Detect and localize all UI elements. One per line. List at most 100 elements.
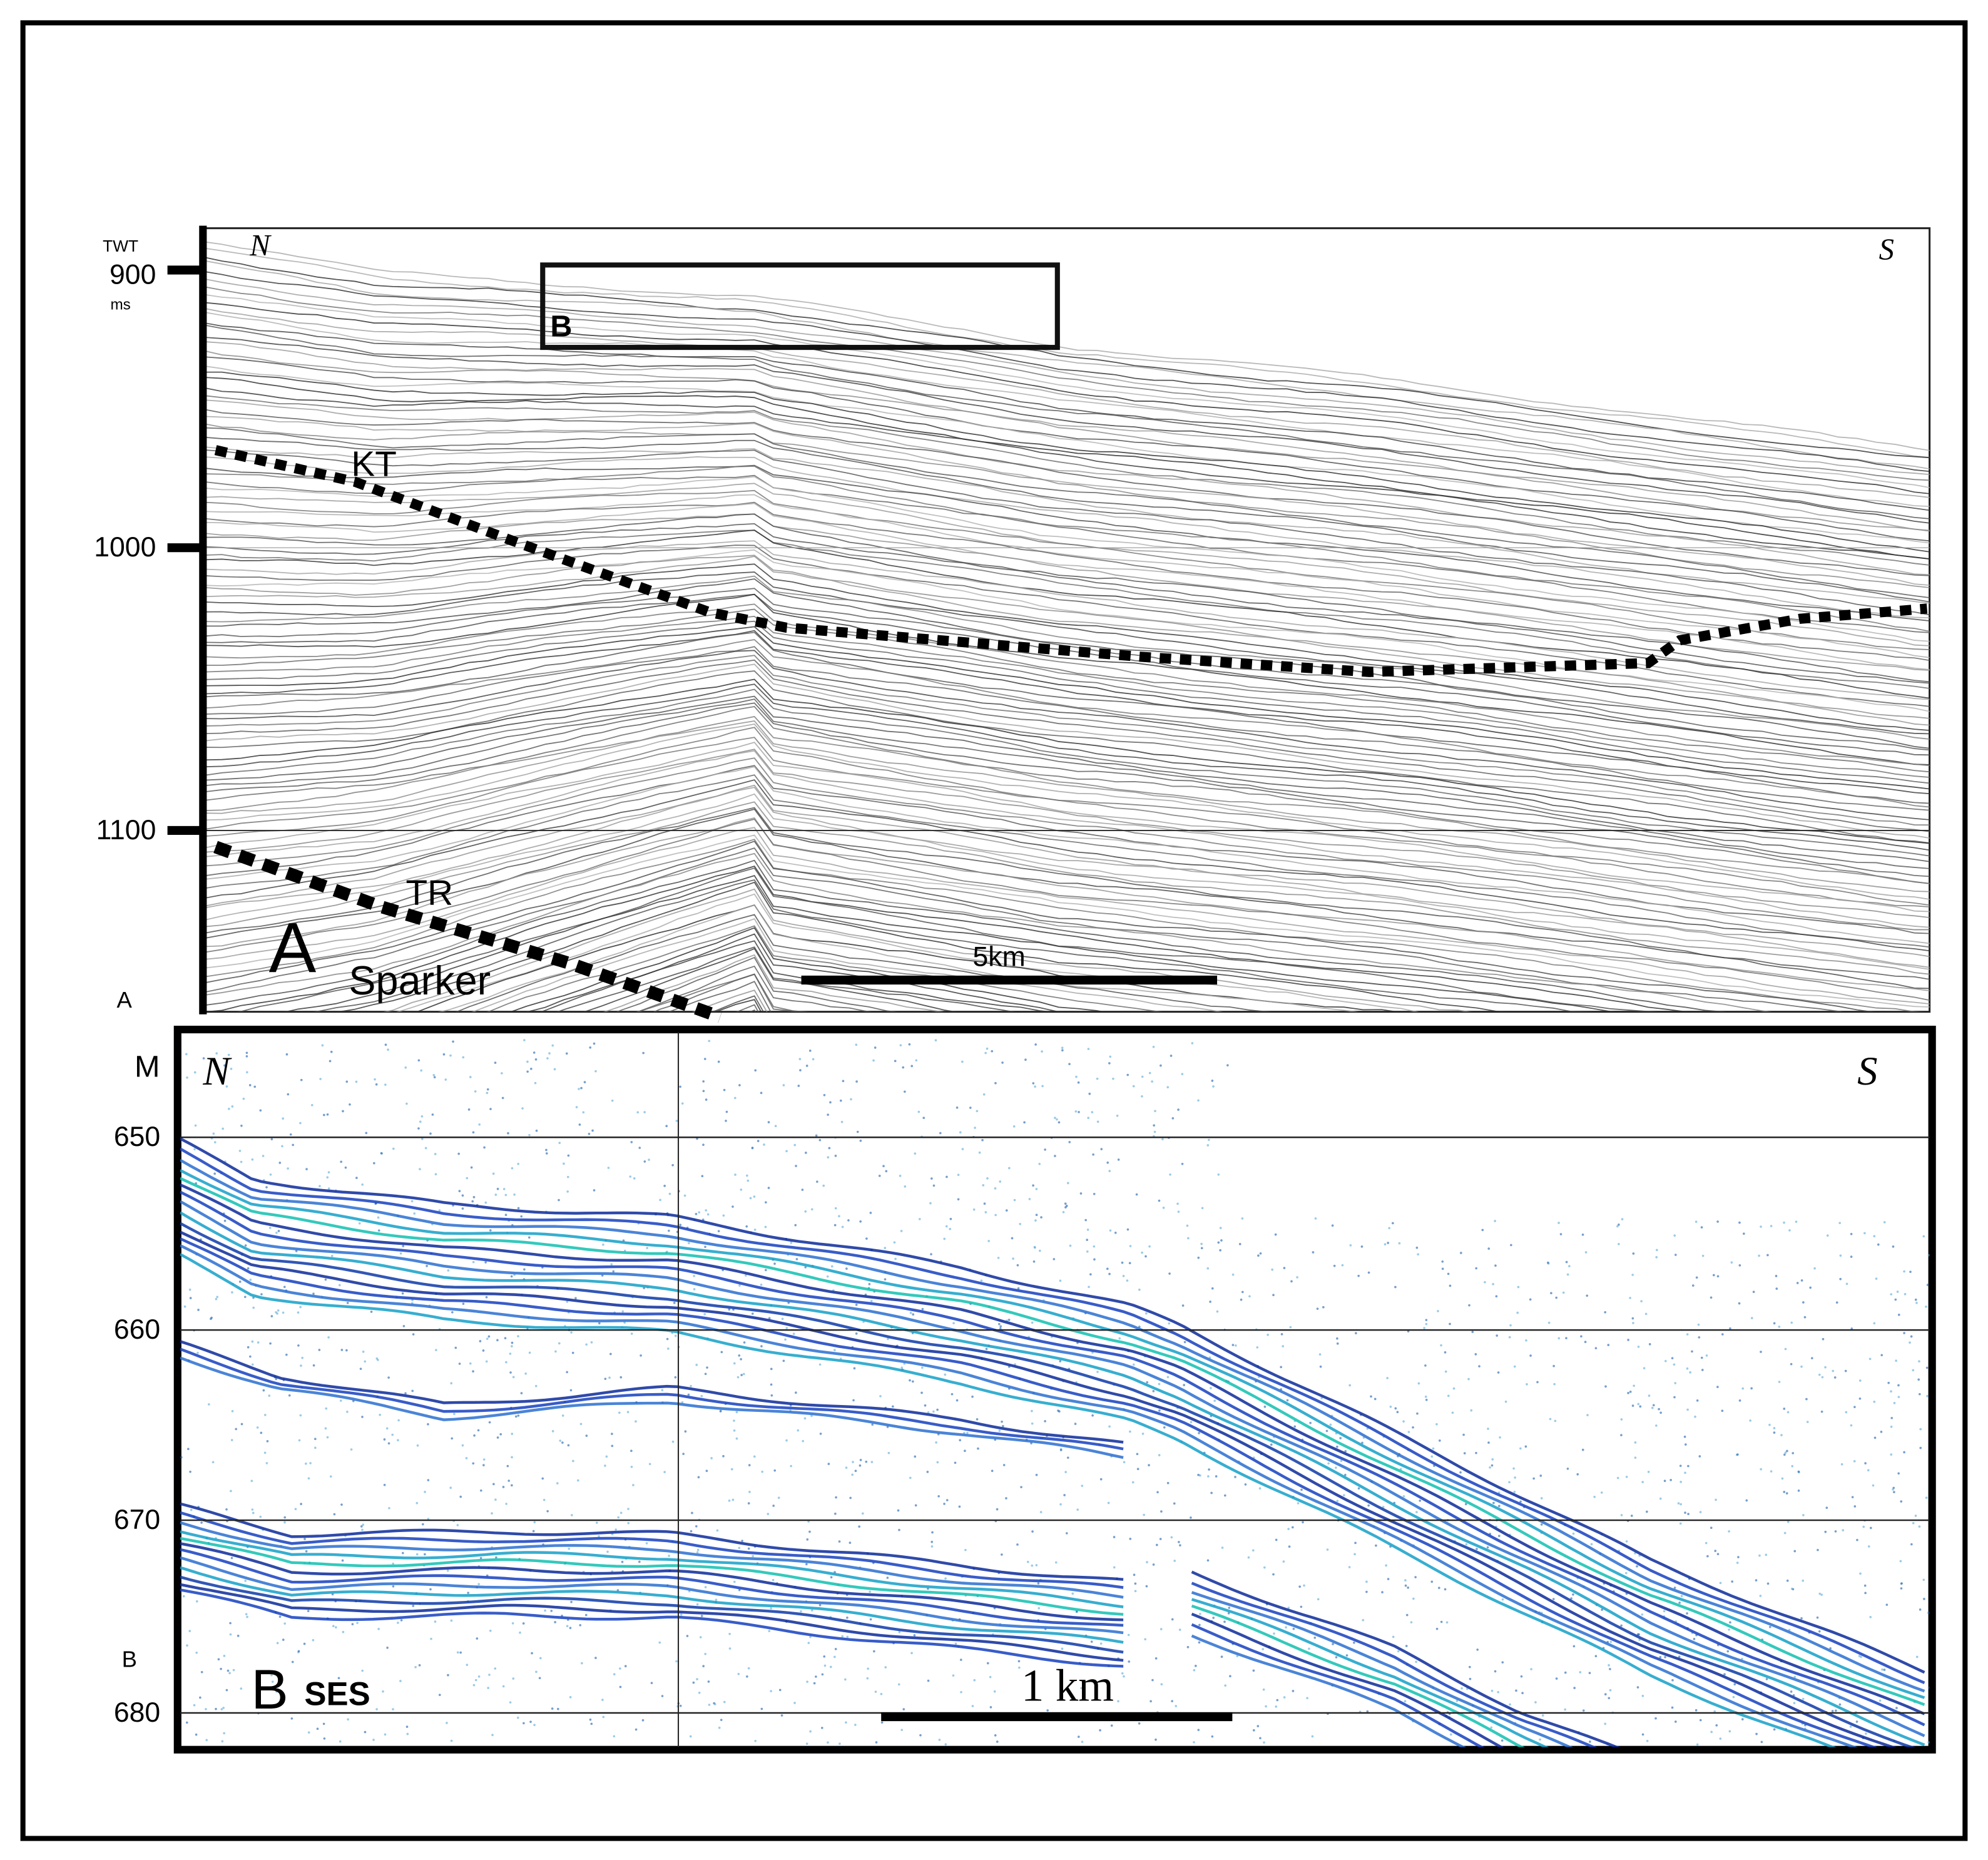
noise: [329, 1060, 332, 1063]
noise: [358, 1222, 361, 1225]
noise: [1716, 1220, 1719, 1223]
noise: [1785, 1492, 1788, 1495]
noise: [1648, 1394, 1651, 1397]
noise: [1501, 1739, 1504, 1742]
noise: [643, 1160, 646, 1163]
noise: [1736, 1561, 1739, 1564]
noise: [1064, 1202, 1067, 1205]
noise: [377, 1628, 380, 1630]
noise: [230, 1439, 233, 1441]
noise: [717, 1060, 720, 1063]
noise: [1221, 1546, 1224, 1549]
noise: [619, 1685, 622, 1689]
reflector: [335, 881, 1510, 1012]
noise: [790, 1464, 792, 1468]
noise: [1550, 1292, 1552, 1295]
noise: [185, 1053, 188, 1056]
noise: [1501, 1661, 1504, 1663]
noise: [292, 1143, 294, 1147]
noise: [447, 1673, 449, 1677]
noise: [638, 1147, 641, 1149]
noise: [1385, 1564, 1387, 1567]
noise: [681, 1102, 684, 1105]
noise: [383, 1438, 386, 1441]
reflector: [205, 571, 1930, 735]
noise: [1216, 1310, 1219, 1313]
noise: [697, 1476, 700, 1479]
noise: [1834, 1530, 1837, 1533]
noise: [1858, 1379, 1862, 1382]
noise: [1134, 1590, 1137, 1593]
noise: [212, 1461, 215, 1464]
noise: [504, 1337, 507, 1339]
noise: [1212, 1085, 1215, 1088]
noise: [782, 1359, 785, 1362]
noise: [1181, 1162, 1184, 1165]
noise: [1404, 1700, 1407, 1703]
noise: [1361, 1441, 1364, 1444]
noise: [511, 1433, 514, 1435]
noise: [450, 1619, 453, 1622]
noise: [413, 1212, 416, 1215]
noise: [416, 1444, 419, 1447]
noise: [1370, 1395, 1372, 1398]
noise: [1444, 1370, 1447, 1373]
noise: [195, 1651, 198, 1654]
noise: [793, 1143, 797, 1147]
noise: [565, 1052, 568, 1055]
noise: [926, 1471, 929, 1473]
noise: [283, 1285, 286, 1289]
noise: [511, 1456, 513, 1459]
noise: [421, 1138, 424, 1140]
noise: [438, 1694, 441, 1697]
noise: [1034, 1085, 1036, 1088]
reflector: [180, 1253, 1837, 1747]
noise: [1470, 1409, 1473, 1412]
noise: [1044, 1148, 1046, 1151]
noise: [1061, 1046, 1064, 1050]
noise: [205, 1708, 207, 1710]
noise: [627, 1521, 630, 1525]
noise: [259, 1515, 262, 1518]
noise: [1555, 1296, 1558, 1299]
reflector: [205, 631, 1930, 804]
noise: [1796, 1282, 1799, 1284]
noise: [517, 1162, 520, 1165]
noise: [1680, 1595, 1683, 1598]
noise: [528, 1351, 531, 1354]
reflector: [180, 1183, 1925, 1715]
noise: [1926, 1394, 1929, 1398]
noise: [1145, 1585, 1148, 1588]
noise: [859, 1220, 862, 1223]
noise: [1897, 1396, 1900, 1398]
noise: [731, 1498, 735, 1501]
noise: [723, 1088, 726, 1091]
noise: [749, 1197, 752, 1200]
noise: [946, 1499, 949, 1501]
noise: [494, 1498, 497, 1501]
noise: [980, 1279, 983, 1282]
noise: [215, 1052, 218, 1055]
noise: [691, 1511, 693, 1515]
noise: [1197, 1256, 1200, 1259]
noise: [485, 1295, 488, 1299]
noise: [1524, 1445, 1527, 1448]
noise: [598, 1322, 601, 1325]
noise: [397, 1622, 399, 1624]
noise: [1927, 1612, 1930, 1614]
reflector: [205, 399, 1930, 576]
noise: [578, 1123, 581, 1126]
noise: [1832, 1369, 1835, 1372]
noise: [1064, 1471, 1067, 1473]
noise: [699, 1636, 702, 1638]
noise: [385, 1427, 389, 1430]
noise: [1360, 1245, 1364, 1248]
noise: [1863, 1232, 1866, 1235]
noise: [1096, 1120, 1099, 1123]
noise: [338, 1284, 341, 1287]
noise: [217, 1658, 220, 1661]
noise: [392, 1585, 395, 1588]
noise: [1552, 1364, 1555, 1367]
noise: [830, 1576, 833, 1579]
noise: [1069, 1244, 1072, 1247]
